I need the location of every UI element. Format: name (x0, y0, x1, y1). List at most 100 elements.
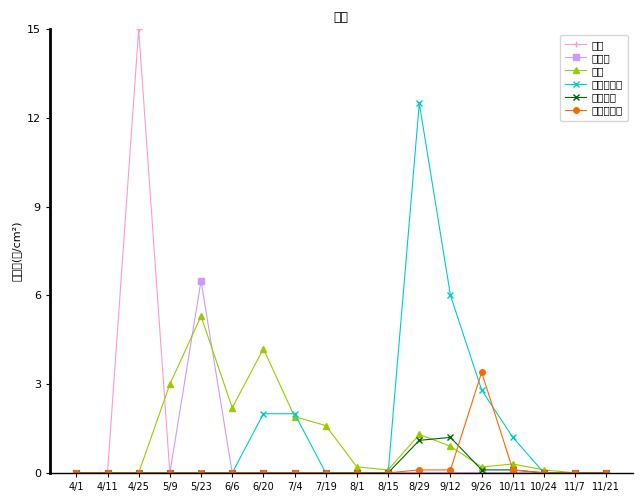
ヒノキ (384, 470, 392, 476)
スギ (229, 470, 236, 476)
ヨモギ属 (290, 470, 298, 476)
ヒノキ (603, 470, 611, 476)
ブタクサ属 (322, 470, 330, 476)
Line: ヨモギ属: ヨモギ属 (73, 434, 610, 476)
スギ (104, 470, 111, 476)
ヨモギ属 (603, 470, 611, 476)
イ科 (478, 464, 486, 470)
ヨモギ属 (415, 437, 423, 443)
スギ (135, 27, 142, 33)
ヨモギ属 (478, 467, 486, 473)
ブタクサ属 (260, 411, 267, 417)
Title: 週計: 週計 (334, 11, 349, 24)
イ科 (571, 470, 579, 476)
スギ (415, 470, 423, 476)
ヒノキ (260, 470, 267, 476)
カナムグラ (540, 470, 548, 476)
ヒノキ (571, 470, 579, 476)
スギ (290, 470, 298, 476)
ヨモギ属 (73, 470, 80, 476)
ヨモギ属 (540, 470, 548, 476)
ブタクサ属 (135, 470, 142, 476)
イ科 (509, 461, 516, 467)
ヨモギ属 (353, 470, 361, 476)
イ科 (290, 413, 298, 420)
ヒノキ (540, 470, 548, 476)
カナムグラ (603, 470, 611, 476)
スギ (447, 470, 455, 476)
ブタクサ属 (353, 470, 361, 476)
ブタクサ属 (229, 470, 236, 476)
ヒノキ (104, 470, 111, 476)
ヒノキ (353, 470, 361, 476)
カナムグラ (353, 470, 361, 476)
カナムグラ (415, 467, 423, 473)
イ科 (166, 381, 174, 387)
カナムグラ (571, 470, 579, 476)
イ科 (197, 313, 205, 319)
Line: カナムグラ: カナムグラ (73, 370, 609, 476)
ヒノキ (135, 470, 142, 476)
スギ (322, 470, 330, 476)
ヨモギ属 (260, 470, 267, 476)
カナムグラ (478, 369, 486, 375)
カナムグラ (447, 467, 455, 473)
ヨモギ属 (571, 470, 579, 476)
カナムグラ (73, 470, 80, 476)
ヒノキ (197, 278, 205, 284)
ヨモギ属 (322, 470, 330, 476)
ヒノキ (73, 470, 80, 476)
ブタクサ属 (478, 387, 486, 393)
ブタクサ属 (603, 470, 611, 476)
スギ (260, 470, 267, 476)
ブタクサ属 (571, 470, 579, 476)
ヒノキ (478, 470, 486, 476)
ブタクサ属 (197, 470, 205, 476)
スギ (384, 470, 392, 476)
イ科 (384, 467, 392, 473)
スギ (540, 470, 548, 476)
イ科 (260, 346, 267, 352)
イ科 (603, 470, 611, 476)
ヒノキ (229, 470, 236, 476)
ブタクサ属 (509, 435, 516, 441)
ブタクサ属 (540, 470, 548, 476)
ヨモギ属 (135, 470, 142, 476)
イ科 (104, 470, 111, 476)
Legend: スギ, ヒノキ, イ科, ブタクサ属, ヨモギ属, カナムグラ: スギ, ヒノキ, イ科, ブタクサ属, ヨモギ属, カナムグラ (560, 35, 628, 121)
ヒノキ (290, 470, 298, 476)
Line: スギ: スギ (73, 26, 610, 476)
ヒノキ (447, 470, 455, 476)
ヒノキ (166, 470, 174, 476)
ブタクサ属 (73, 470, 80, 476)
カナムグラ (290, 470, 298, 476)
ヒノキ (509, 470, 516, 476)
ヨモギ属 (384, 470, 392, 476)
カナムグラ (384, 470, 392, 476)
イ科 (135, 470, 142, 476)
スギ (509, 470, 516, 476)
イ科 (73, 470, 80, 476)
スギ (197, 470, 205, 476)
スギ (166, 470, 174, 476)
スギ (603, 470, 611, 476)
カナムグラ (166, 470, 174, 476)
カナムグラ (509, 467, 516, 473)
ヨモギ属 (509, 467, 516, 473)
イ科 (415, 432, 423, 438)
ブタクサ属 (447, 292, 455, 298)
Line: ブタクサ属: ブタクサ属 (73, 100, 610, 476)
カナムグラ (135, 470, 142, 476)
スギ (353, 470, 361, 476)
ブタクサ属 (166, 470, 174, 476)
スギ (478, 470, 486, 476)
ブタクサ属 (415, 100, 423, 106)
ヨモギ属 (229, 470, 236, 476)
イ科 (540, 467, 548, 473)
カナムグラ (104, 470, 111, 476)
スギ (73, 470, 80, 476)
カナムグラ (322, 470, 330, 476)
ヒノキ (415, 470, 423, 476)
カナムグラ (229, 470, 236, 476)
イ科 (353, 464, 361, 470)
